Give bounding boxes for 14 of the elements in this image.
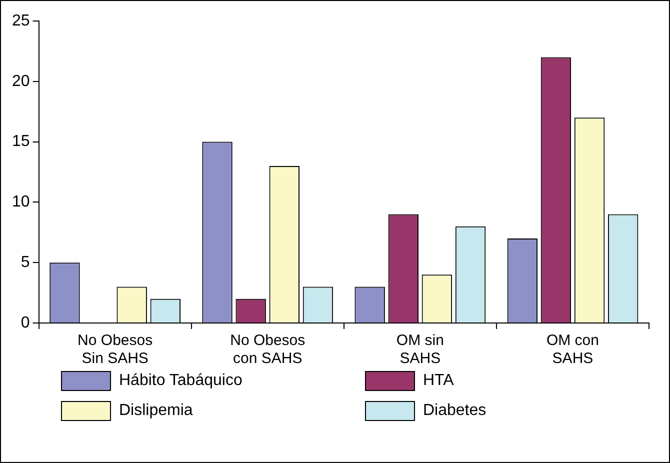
y-tick-label: 10	[12, 194, 30, 211]
legend-label: Dislipemia	[119, 402, 193, 420]
y-tick-label: 5	[20, 254, 30, 272]
legend-label: Diabetes	[423, 402, 486, 420]
y-tick-label: 25	[12, 12, 30, 30]
x-tick-label: OM sin SAHS	[396, 332, 444, 368]
legend-label: Hábito Tabáquico	[119, 372, 242, 390]
legend-label: HTA	[423, 372, 454, 390]
y-tick-label: 0	[20, 314, 30, 332]
x-tick-label: No Obesos Sin SAHS	[78, 332, 153, 368]
x-tick-label: No Obesos con SAHS	[230, 332, 306, 368]
y-tick-label: 20	[12, 72, 30, 90]
y-tick-label: 15	[12, 133, 30, 150]
x-tick-label: OM con SAHS	[546, 332, 599, 368]
